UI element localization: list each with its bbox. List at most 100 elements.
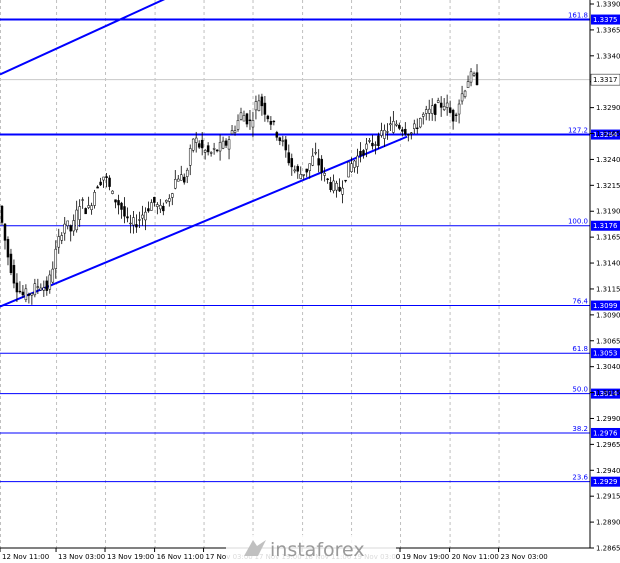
candle-body — [129, 222, 132, 225]
fib-price-label: 1.3014 — [593, 390, 618, 398]
candle-body — [344, 179, 347, 182]
candle-body — [338, 186, 341, 192]
candle-body — [191, 138, 195, 151]
candle-body — [194, 137, 198, 143]
candle-body — [308, 163, 311, 171]
watermark: instaforex — [226, 535, 396, 563]
price-tick-label: 1.3215 — [596, 182, 620, 190]
candle-body — [15, 282, 19, 293]
candle-body — [185, 169, 189, 177]
candle-body — [475, 72, 479, 86]
candle-body — [362, 150, 365, 156]
candle-body — [69, 225, 72, 232]
candle-body — [335, 182, 338, 191]
candle-body — [102, 176, 105, 181]
fib-price-box — [591, 476, 620, 487]
fib-price-box — [591, 427, 620, 438]
candle-body — [174, 179, 177, 189]
candle-body — [413, 123, 416, 129]
candle-body — [57, 236, 61, 248]
plot-area — [0, 0, 590, 548]
candle-body — [278, 137, 282, 142]
candle-body — [36, 286, 40, 288]
candle-body — [296, 166, 300, 172]
candle-body — [257, 100, 261, 111]
price-tick-label: 1.2890 — [596, 519, 620, 527]
candle-body — [416, 127, 419, 129]
candle-body — [463, 90, 467, 97]
price-tick-label: 1.2940 — [596, 467, 620, 475]
price-tick-label: 1.3365 — [596, 26, 620, 34]
candle-body — [147, 208, 150, 212]
fib-price-box — [591, 220, 620, 231]
candle-body — [359, 151, 362, 156]
candle-body — [332, 180, 335, 192]
candle-body — [81, 199, 84, 201]
candle-body — [356, 155, 359, 167]
candle-body — [212, 148, 216, 150]
candle-body — [254, 101, 258, 111]
candle-body — [401, 129, 404, 132]
time-tick-label: 12 Nov 11:00 — [2, 553, 49, 561]
candle-body — [460, 93, 464, 102]
candle-body — [380, 130, 383, 136]
candle-body — [389, 123, 392, 126]
candle-body — [150, 202, 153, 211]
candle-body — [317, 158, 320, 166]
candle-body — [466, 81, 470, 88]
price-tick-label: 1.3065 — [596, 337, 620, 345]
candle-body — [248, 119, 252, 122]
candle-body — [290, 158, 294, 168]
candle-body — [404, 128, 407, 135]
trend-line — [0, 0, 166, 76]
candle-body — [275, 132, 279, 138]
fib-price-label: 1.2929 — [593, 478, 618, 486]
candle-body — [93, 192, 96, 206]
trend-lines — [0, 0, 408, 308]
candle-body — [72, 220, 75, 232]
candle-body — [209, 152, 213, 154]
candle-body — [424, 109, 428, 114]
candle-body — [48, 274, 52, 290]
candle-body — [114, 199, 117, 203]
candle-body — [159, 205, 162, 210]
candle-body — [377, 135, 380, 147]
fib-price-box — [591, 388, 620, 399]
candle-body — [260, 96, 264, 107]
candle-body — [111, 190, 114, 194]
candle-body — [281, 140, 285, 142]
price-tick-label: 1.3015 — [596, 389, 620, 397]
candle-body — [454, 114, 458, 116]
candle-body — [165, 200, 168, 203]
candle-body — [33, 283, 37, 296]
candle-body — [430, 105, 434, 114]
fib-ratio-label: 23.6 — [572, 474, 588, 482]
candle-body — [407, 134, 410, 136]
fib-price-label: 1.3264 — [593, 131, 618, 139]
candle-body — [177, 178, 180, 182]
candle-body — [30, 293, 34, 296]
candle-body — [451, 109, 455, 122]
price-tick-label: 1.3390 — [596, 1, 620, 9]
candle-body — [227, 139, 231, 150]
current-price-label: 1.3317 — [590, 73, 620, 86]
candle-body — [314, 152, 317, 154]
candle-body — [144, 211, 147, 221]
candle-body — [326, 178, 329, 180]
candle-body — [132, 217, 135, 226]
candle-body — [45, 280, 49, 291]
candle-body — [329, 182, 332, 190]
candle-body — [350, 163, 353, 172]
candle-body — [197, 143, 201, 148]
candle-body — [78, 206, 81, 220]
candle-body — [6, 239, 10, 258]
candle-body — [156, 204, 159, 207]
candle-body — [168, 198, 171, 202]
fib-ratio-label: 38.2 — [572, 425, 588, 433]
candle-body — [239, 112, 243, 120]
fib-price-box — [591, 14, 620, 25]
candle-body — [472, 73, 476, 76]
candle-body — [442, 106, 446, 110]
candle-body — [269, 120, 273, 125]
candle-body — [206, 145, 210, 153]
